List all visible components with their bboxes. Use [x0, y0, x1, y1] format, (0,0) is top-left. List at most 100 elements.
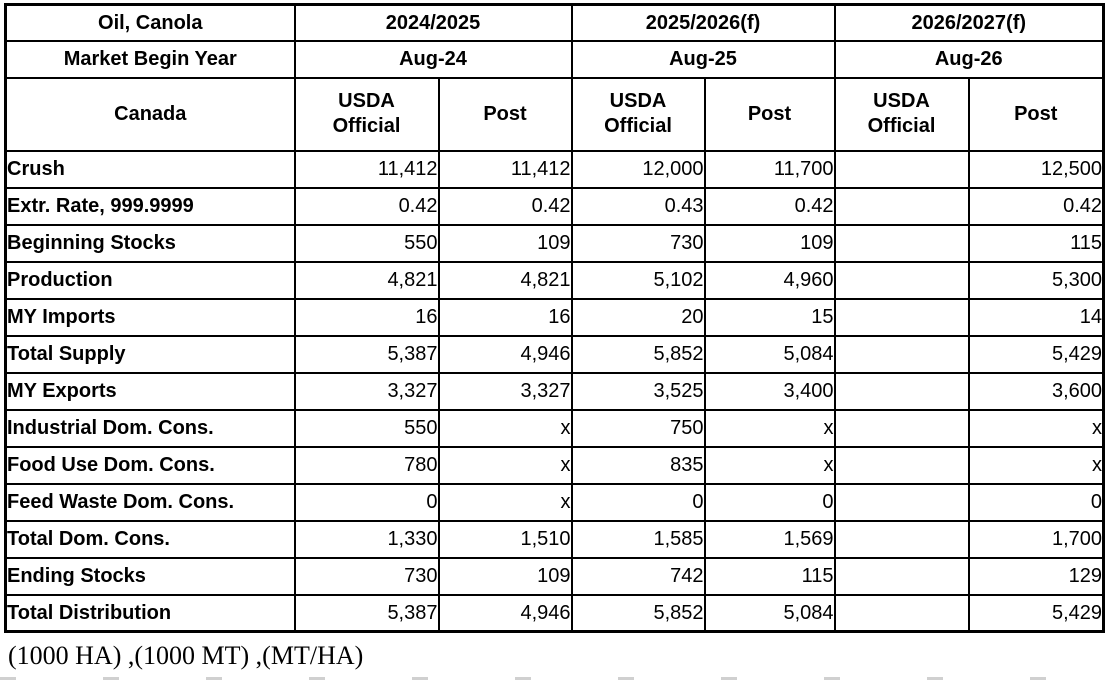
post-label: Post — [483, 102, 527, 125]
value-cell: 1,585 — [570, 519, 706, 559]
row-label: Ending Stocks — [4, 556, 296, 596]
value-cell — [833, 334, 970, 374]
row-label: Extr. Rate, 999.9999 — [4, 186, 296, 226]
table-row: Crush 11,412 11,412 12,000 11,700 12,500 — [4, 149, 1105, 189]
value-cell — [833, 186, 970, 226]
table-row: Total Supply 5,387 4,946 5,852 5,084 5,429 — [4, 334, 1105, 374]
value-cell: 5,852 — [570, 593, 706, 633]
value-cell: x — [967, 445, 1105, 485]
value-cell: 5,300 — [967, 260, 1105, 300]
table-title-row: Oil, Canola 2024/2025 2025/2026(f) 2026/… — [4, 3, 1105, 42]
cropped-text-artifact — [0, 677, 1109, 680]
year-header-2026-2027: 2026/2027(f) — [833, 3, 1105, 42]
usda-official-header-2: USDA Official — [570, 76, 706, 152]
value-cell: x — [437, 445, 573, 485]
row-label: MY Imports — [4, 297, 296, 337]
post-label: Post — [747, 102, 792, 125]
value-cell: 115 — [967, 223, 1105, 263]
row-label: Total Supply — [4, 334, 296, 374]
value-cell: 0 — [703, 482, 836, 522]
value-cell: x — [437, 408, 573, 448]
value-cell: 3,400 — [703, 371, 836, 411]
market-begin-aug-24: Aug-24 — [293, 39, 573, 79]
row-label: Crush — [4, 149, 296, 189]
commodity-title: Oil, Canola — [4, 3, 296, 42]
value-cell: 109 — [437, 223, 573, 263]
value-cell: 730 — [293, 556, 440, 596]
usda-official-header-3: USDA Official — [833, 76, 970, 152]
value-cell: x — [703, 445, 836, 485]
row-label: Feed Waste Dom. Cons. — [4, 482, 296, 522]
usda-official-label: USDA Official — [867, 90, 936, 137]
value-cell: 1,700 — [967, 519, 1105, 559]
value-cell — [833, 260, 970, 300]
value-cell: 0.42 — [293, 186, 440, 226]
table-row: MY Exports 3,327 3,327 3,525 3,400 3,600 — [4, 371, 1105, 411]
value-cell: 5,084 — [703, 593, 836, 633]
value-cell — [833, 297, 970, 337]
row-label: Total Dom. Cons. — [4, 519, 296, 559]
value-cell — [833, 371, 970, 411]
value-cell: 780 — [293, 445, 440, 485]
value-cell: 742 — [570, 556, 706, 596]
table-row: Total Dom. Cons. 1,330 1,510 1,585 1,569 1,70… — [4, 519, 1105, 559]
usda-official-label: USDA Official — [604, 90, 672, 137]
post-label: Post — [1014, 102, 1058, 125]
value-cell: 4,946 — [437, 593, 573, 633]
value-cell — [833, 482, 970, 522]
value-cell: 20 — [570, 297, 706, 337]
value-cell: 550 — [293, 408, 440, 448]
value-cell: 5,102 — [570, 260, 706, 300]
value-cell: 129 — [967, 556, 1105, 596]
row-label: Beginning Stocks — [4, 223, 296, 263]
value-cell — [833, 445, 970, 485]
value-cell: 11,700 — [703, 149, 836, 189]
value-cell: 0.42 — [437, 186, 573, 226]
table-row: Feed Waste Dom. Cons. 0 x 0 0 0 — [4, 482, 1105, 522]
value-cell: 12,000 — [570, 149, 706, 189]
value-cell: 4,821 — [293, 260, 440, 300]
value-cell: 0.42 — [703, 186, 836, 226]
value-cell: 11,412 — [437, 149, 573, 189]
value-cell: 3,327 — [437, 371, 573, 411]
value-cell: 835 — [570, 445, 706, 485]
value-cell: 4,960 — [703, 260, 836, 300]
value-cell: 5,084 — [703, 334, 836, 374]
value-cell: 115 — [703, 556, 836, 596]
usda-official-label: USDA Official — [332, 90, 401, 137]
commodity-data-table: Oil, Canola 2024/2025 2025/2026(f) 2026/… — [4, 3, 1106, 633]
row-label: Industrial Dom. Cons. — [4, 408, 296, 448]
value-cell: 3,525 — [570, 371, 706, 411]
value-cell: 109 — [437, 556, 573, 596]
value-cell: 0 — [293, 482, 440, 522]
value-cell: 550 — [293, 223, 440, 263]
value-cell: 0.42 — [967, 186, 1105, 226]
row-label: Food Use Dom. Cons. — [4, 445, 296, 485]
value-cell — [833, 149, 970, 189]
column-header-row: Canada USDA Official Post USDA Official … — [4, 76, 1105, 152]
value-cell: 730 — [570, 223, 706, 263]
year-header-2024-2025: 2024/2025 — [293, 3, 573, 42]
value-cell: 0 — [967, 482, 1105, 522]
table-row: Beginning Stocks 550 109 730 109 115 — [4, 223, 1105, 263]
value-cell: 1,569 — [703, 519, 836, 559]
value-cell: 5,852 — [570, 334, 706, 374]
value-cell: 1,330 — [293, 519, 440, 559]
value-cell — [833, 556, 970, 596]
value-cell: 3,327 — [293, 371, 440, 411]
value-cell: 0.43 — [570, 186, 706, 226]
value-cell: 12,500 — [967, 149, 1105, 189]
value-cell: 109 — [703, 223, 836, 263]
post-header-3: Post — [967, 76, 1105, 152]
value-cell: 5,429 — [967, 593, 1105, 633]
market-begin-label: Market Begin Year — [4, 39, 296, 79]
value-cell — [833, 593, 970, 633]
year-header-2025-2026: 2025/2026(f) — [570, 3, 836, 42]
table-row: Production 4,821 4,821 5,102 4,960 5,300 — [4, 260, 1105, 300]
table-row: MY Imports 16 16 20 15 14 — [4, 297, 1105, 337]
value-cell: 1,510 — [437, 519, 573, 559]
market-begin-row: Market Begin Year Aug-24 Aug-25 Aug-26 — [4, 39, 1105, 79]
post-header-2: Post — [703, 76, 836, 152]
value-cell: 3,600 — [967, 371, 1105, 411]
value-cell: 11,412 — [293, 149, 440, 189]
